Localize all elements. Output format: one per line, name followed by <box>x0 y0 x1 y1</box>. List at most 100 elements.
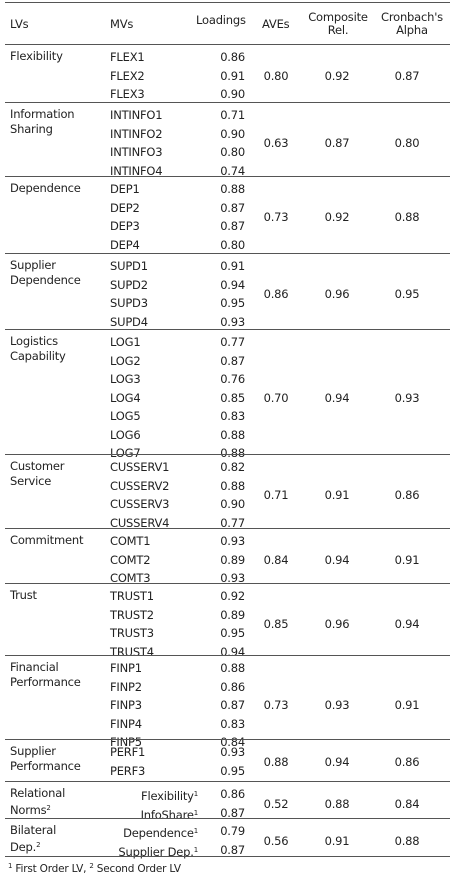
lv-label: Bilateral Dep.2 <box>10 823 57 854</box>
loading-value: 0.92 <box>220 589 245 603</box>
mv-list: Flexibility1 InfoShare1 <box>110 785 200 822</box>
composite-rel-value: 0.94 <box>324 754 350 769</box>
table-row-group: Bilateral Dep.2 Dependence1 Supplier Dep.1 0… <box>0 820 455 859</box>
mv-item: DEP3 <box>110 219 140 233</box>
lv-label: Commitment <box>10 533 84 547</box>
loading-list: 0.71 0.90 0.80 0.74 <box>203 106 245 180</box>
table-row-group: Dependence DEP1 DEP2 DEP3 DEP4 0.88 0.87 0.87 0.… <box>0 178 455 255</box>
mv-item: FINP2 <box>110 679 142 694</box>
mv-item: LOG3 <box>110 372 141 386</box>
cronbach-alpha-value: 0.91 <box>394 698 420 713</box>
mv-item: TRUST3 <box>110 626 154 640</box>
cronbach-alpha-value: 0.80 <box>394 136 420 150</box>
loading-list: 0.77 0.87 0.76 0.85 0.83 0.88 0.88 <box>203 333 245 463</box>
table-row-group: Trust TRUST1 TRUST2 TRUST3 TRUST4 0.92 0.89 0.9… <box>0 585 455 659</box>
lv-label: Customer Service <box>10 459 65 488</box>
mv-item: FLEX1 <box>110 50 145 64</box>
ave-value: 0.80 <box>263 68 289 83</box>
loading-value: 0.83 <box>220 716 245 731</box>
lv-label: Trust <box>10 588 37 602</box>
lv-label: Flexibility <box>10 49 63 63</box>
loading-value: 0.80 <box>220 145 245 159</box>
table-rule <box>5 528 450 529</box>
loading-value: 0.77 <box>220 515 245 530</box>
mv-item: LOG1 <box>110 335 141 349</box>
loading-value: 0.93 <box>220 745 245 759</box>
cronbach-alpha-value: 0.87 <box>394 68 420 83</box>
mv-item: DEP4 <box>110 237 140 252</box>
mv-list: SUPD1 SUPD2 SUPD3 SUPD4 <box>110 257 200 331</box>
mv-list: PERF1 PERF3 <box>110 743 200 780</box>
header-composite: Composite Rel. <box>308 10 368 37</box>
table-rule <box>5 818 450 819</box>
composite-rel-value: 0.93 <box>324 698 350 713</box>
mv-item: COMT3 <box>110 571 151 585</box>
table-rule <box>5 583 450 584</box>
mv-item: SUPD3 <box>110 296 148 310</box>
table-rule <box>5 176 450 177</box>
loading-value: 0.91 <box>220 259 245 273</box>
loading-value: 0.80 <box>220 237 245 252</box>
table-header: LVs MVs Loadings AVEs Composite Rel. Cro… <box>0 6 455 44</box>
mv-list: TRUST1 TRUST2 TRUST3 TRUST4 <box>110 587 200 661</box>
loading-list: 0.82 0.88 0.90 0.77 <box>203 458 245 532</box>
loading-value: 0.87 <box>220 200 245 215</box>
mv-item: FLEX3 <box>110 87 145 101</box>
loading-value: 0.95 <box>220 626 245 640</box>
loading-value: 0.93 <box>220 314 245 329</box>
table-rule <box>5 454 450 455</box>
mv-item: INTINFO1 <box>110 108 163 122</box>
table-rule <box>5 253 450 254</box>
lv-label: Relational Norms2 <box>10 786 66 817</box>
table-row-group: Supplier Performance PERF1 PERF3 0.93 0.95 0.8… <box>0 741 455 783</box>
mv-item: CUSSERV2 <box>110 478 170 493</box>
mv-item: SUPD4 <box>110 314 148 329</box>
mv-item: Supplier Dep.1 <box>118 844 198 859</box>
loading-value: 0.88 <box>220 182 245 196</box>
composite-rel-value: 0.96 <box>324 287 350 301</box>
loading-value: 0.88 <box>220 478 245 493</box>
mv-list: DEP1 DEP2 DEP3 DEP4 <box>110 180 200 254</box>
loading-value: 0.88 <box>220 661 245 675</box>
loading-list: 0.93 0.89 0.93 <box>203 532 245 588</box>
mv-item: DEP2 <box>110 200 140 215</box>
table-row-group: Flexibility FLEX1 FLEX2 FLEX3 0.86 0.91 0.90 0.… <box>0 46 455 104</box>
table-row-group: Relational Norms2 Flexibility1 InfoShare1 0.… <box>0 783 455 822</box>
mv-list: COMT1 COMT2 COMT3 <box>110 532 200 588</box>
header-loadings: Loadings <box>196 13 246 27</box>
ave-value: 0.86 <box>263 287 289 301</box>
cronbach-alpha-value: 0.88 <box>394 833 420 848</box>
table-rule <box>5 329 450 330</box>
composite-rel-value: 0.88 <box>324 796 350 811</box>
mv-item: FINP3 <box>110 698 142 712</box>
loading-value: 0.86 <box>220 787 245 801</box>
lv-label: Dependence <box>10 181 81 195</box>
loading-list: 0.79 0.87 <box>203 822 245 859</box>
header-cronbach: Cronbach's Alpha <box>381 10 443 37</box>
composite-rel-value: 0.96 <box>324 617 350 631</box>
loading-value: 0.86 <box>220 679 245 694</box>
loading-value: 0.95 <box>220 296 245 310</box>
mv-item: CUSSERV3 <box>110 497 170 511</box>
cronbach-alpha-value: 0.88 <box>394 210 420 224</box>
cronbach-alpha-value: 0.84 <box>394 796 420 811</box>
cronbach-alpha-value: 0.86 <box>394 754 420 769</box>
loading-value: 0.85 <box>220 390 245 405</box>
cronbach-alpha-value: 0.91 <box>394 552 420 567</box>
mv-item: SUPD1 <box>110 259 148 273</box>
loading-value: 0.83 <box>220 409 245 423</box>
loading-value: 0.90 <box>220 87 245 101</box>
table-row-group: Financial Performance FINP1 FINP2 FINP3 FINP4… <box>0 657 455 749</box>
mv-item: LOG7 <box>110 446 141 460</box>
loading-value: 0.89 <box>220 552 245 567</box>
loading-value: 0.93 <box>220 571 245 585</box>
lv-label: Supplier Dependence <box>10 258 81 287</box>
ave-value: 0.85 <box>263 617 289 631</box>
ave-value: 0.73 <box>263 210 289 224</box>
composite-rel-value: 0.94 <box>324 552 350 567</box>
mv-item: LOG2 <box>110 353 141 368</box>
composite-rel-value: 0.94 <box>324 390 350 405</box>
loading-value: 0.76 <box>220 372 245 386</box>
loading-list: 0.92 0.89 0.95 0.94 <box>203 587 245 661</box>
cronbach-alpha-value: 0.95 <box>394 287 420 301</box>
